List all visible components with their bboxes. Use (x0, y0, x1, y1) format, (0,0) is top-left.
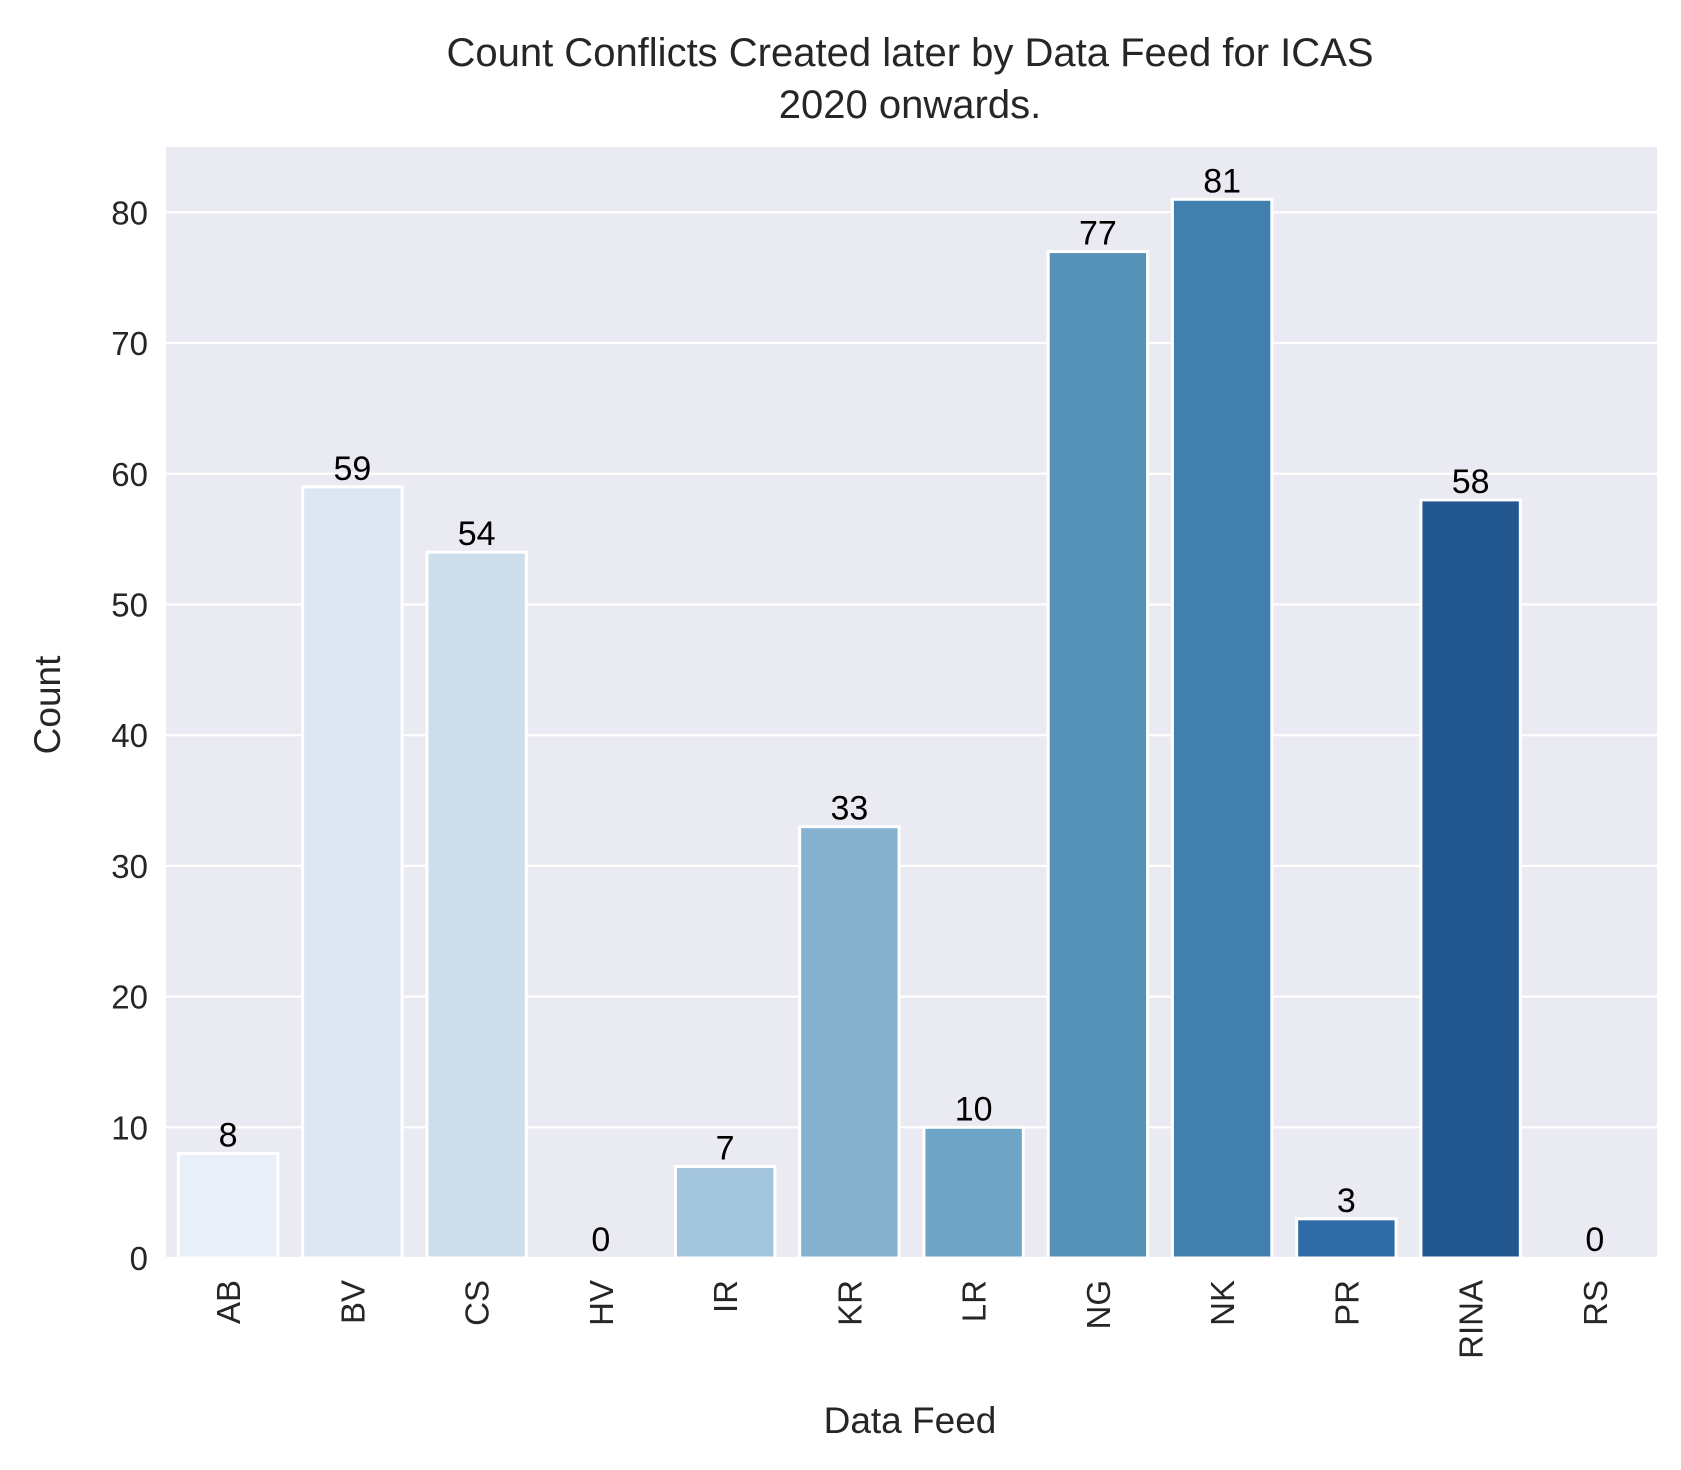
y-tick-label: 40 (111, 717, 148, 754)
y-tick-label: 80 (111, 194, 148, 231)
data-label-rs: 0 (1585, 1221, 1604, 1259)
x-tick-label-cs: CS (459, 1280, 496, 1326)
chart-title-line-2: 2020 onwards. (779, 83, 1041, 127)
x-tick-label-ng: NG (1080, 1280, 1117, 1330)
y-axis-ticks: 0 10 20 30 40 50 60 70 80 (111, 194, 148, 1277)
data-label-hv: 0 (591, 1221, 610, 1259)
chart-title-line-1: Count Conflicts Created later by Data Fe… (446, 31, 1373, 75)
x-tick-label-nk: NK (1204, 1280, 1241, 1326)
bar-bv (301, 485, 404, 1260)
data-label-rina: 58 (1452, 463, 1490, 501)
data-label-ab: 8 (219, 1116, 238, 1154)
plot-area (166, 147, 1657, 1258)
y-tick-label: 20 (111, 979, 148, 1016)
x-tick-label-hv: HV (583, 1280, 620, 1326)
x-axis-label: Data Feed (824, 1400, 997, 1441)
y-tick-label: 10 (111, 1109, 148, 1146)
bar-kr (798, 825, 901, 1260)
grid-lines (166, 211, 1657, 1260)
x-tick-label-bv: BV (334, 1280, 371, 1324)
y-tick-label: 70 (111, 325, 148, 362)
x-tick-label-lr: LR (956, 1280, 993, 1322)
bar-lr (922, 1125, 1025, 1260)
y-tick-label: 30 (111, 848, 148, 885)
data-label-lr: 10 (955, 1090, 993, 1128)
data-label-cs: 54 (458, 515, 496, 553)
data-labels: 8 59 54 0 7 33 10 77 81 3 58 0 (219, 162, 1605, 1259)
data-label-ir: 7 (716, 1130, 735, 1168)
y-tick-label: 0 (130, 1240, 148, 1277)
bar-nk (1170, 197, 1274, 1260)
y-tick-label: 60 (111, 456, 148, 493)
bar-ng (1046, 250, 1150, 1260)
x-tick-label-rina: RINA (1453, 1280, 1490, 1359)
y-axis-label: Count (27, 655, 68, 754)
data-label-kr: 33 (830, 790, 868, 828)
x-axis-ticks: AB BV CS HV IR KR LR NG NK PR RINA RS (210, 1280, 1614, 1359)
x-tick-label-rs: RS (1577, 1280, 1614, 1326)
bar-ir (673, 1165, 777, 1260)
bars (176, 197, 1522, 1260)
data-label-bv: 59 (333, 450, 371, 488)
data-label-ng: 77 (1079, 215, 1117, 253)
x-tick-label-ab: AB (210, 1280, 247, 1324)
bar-pr (1295, 1217, 1398, 1260)
x-tick-label-kr: KR (831, 1280, 868, 1326)
data-label-pr: 3 (1337, 1182, 1356, 1220)
data-label-nk: 81 (1203, 162, 1241, 200)
bar-ab (176, 1151, 280, 1260)
x-tick-label-ir: IR (707, 1280, 744, 1313)
bar-rina (1419, 498, 1522, 1260)
bar-cs (425, 550, 528, 1260)
x-tick-label-pr: PR (1328, 1280, 1365, 1326)
y-tick-label: 50 (111, 586, 148, 623)
